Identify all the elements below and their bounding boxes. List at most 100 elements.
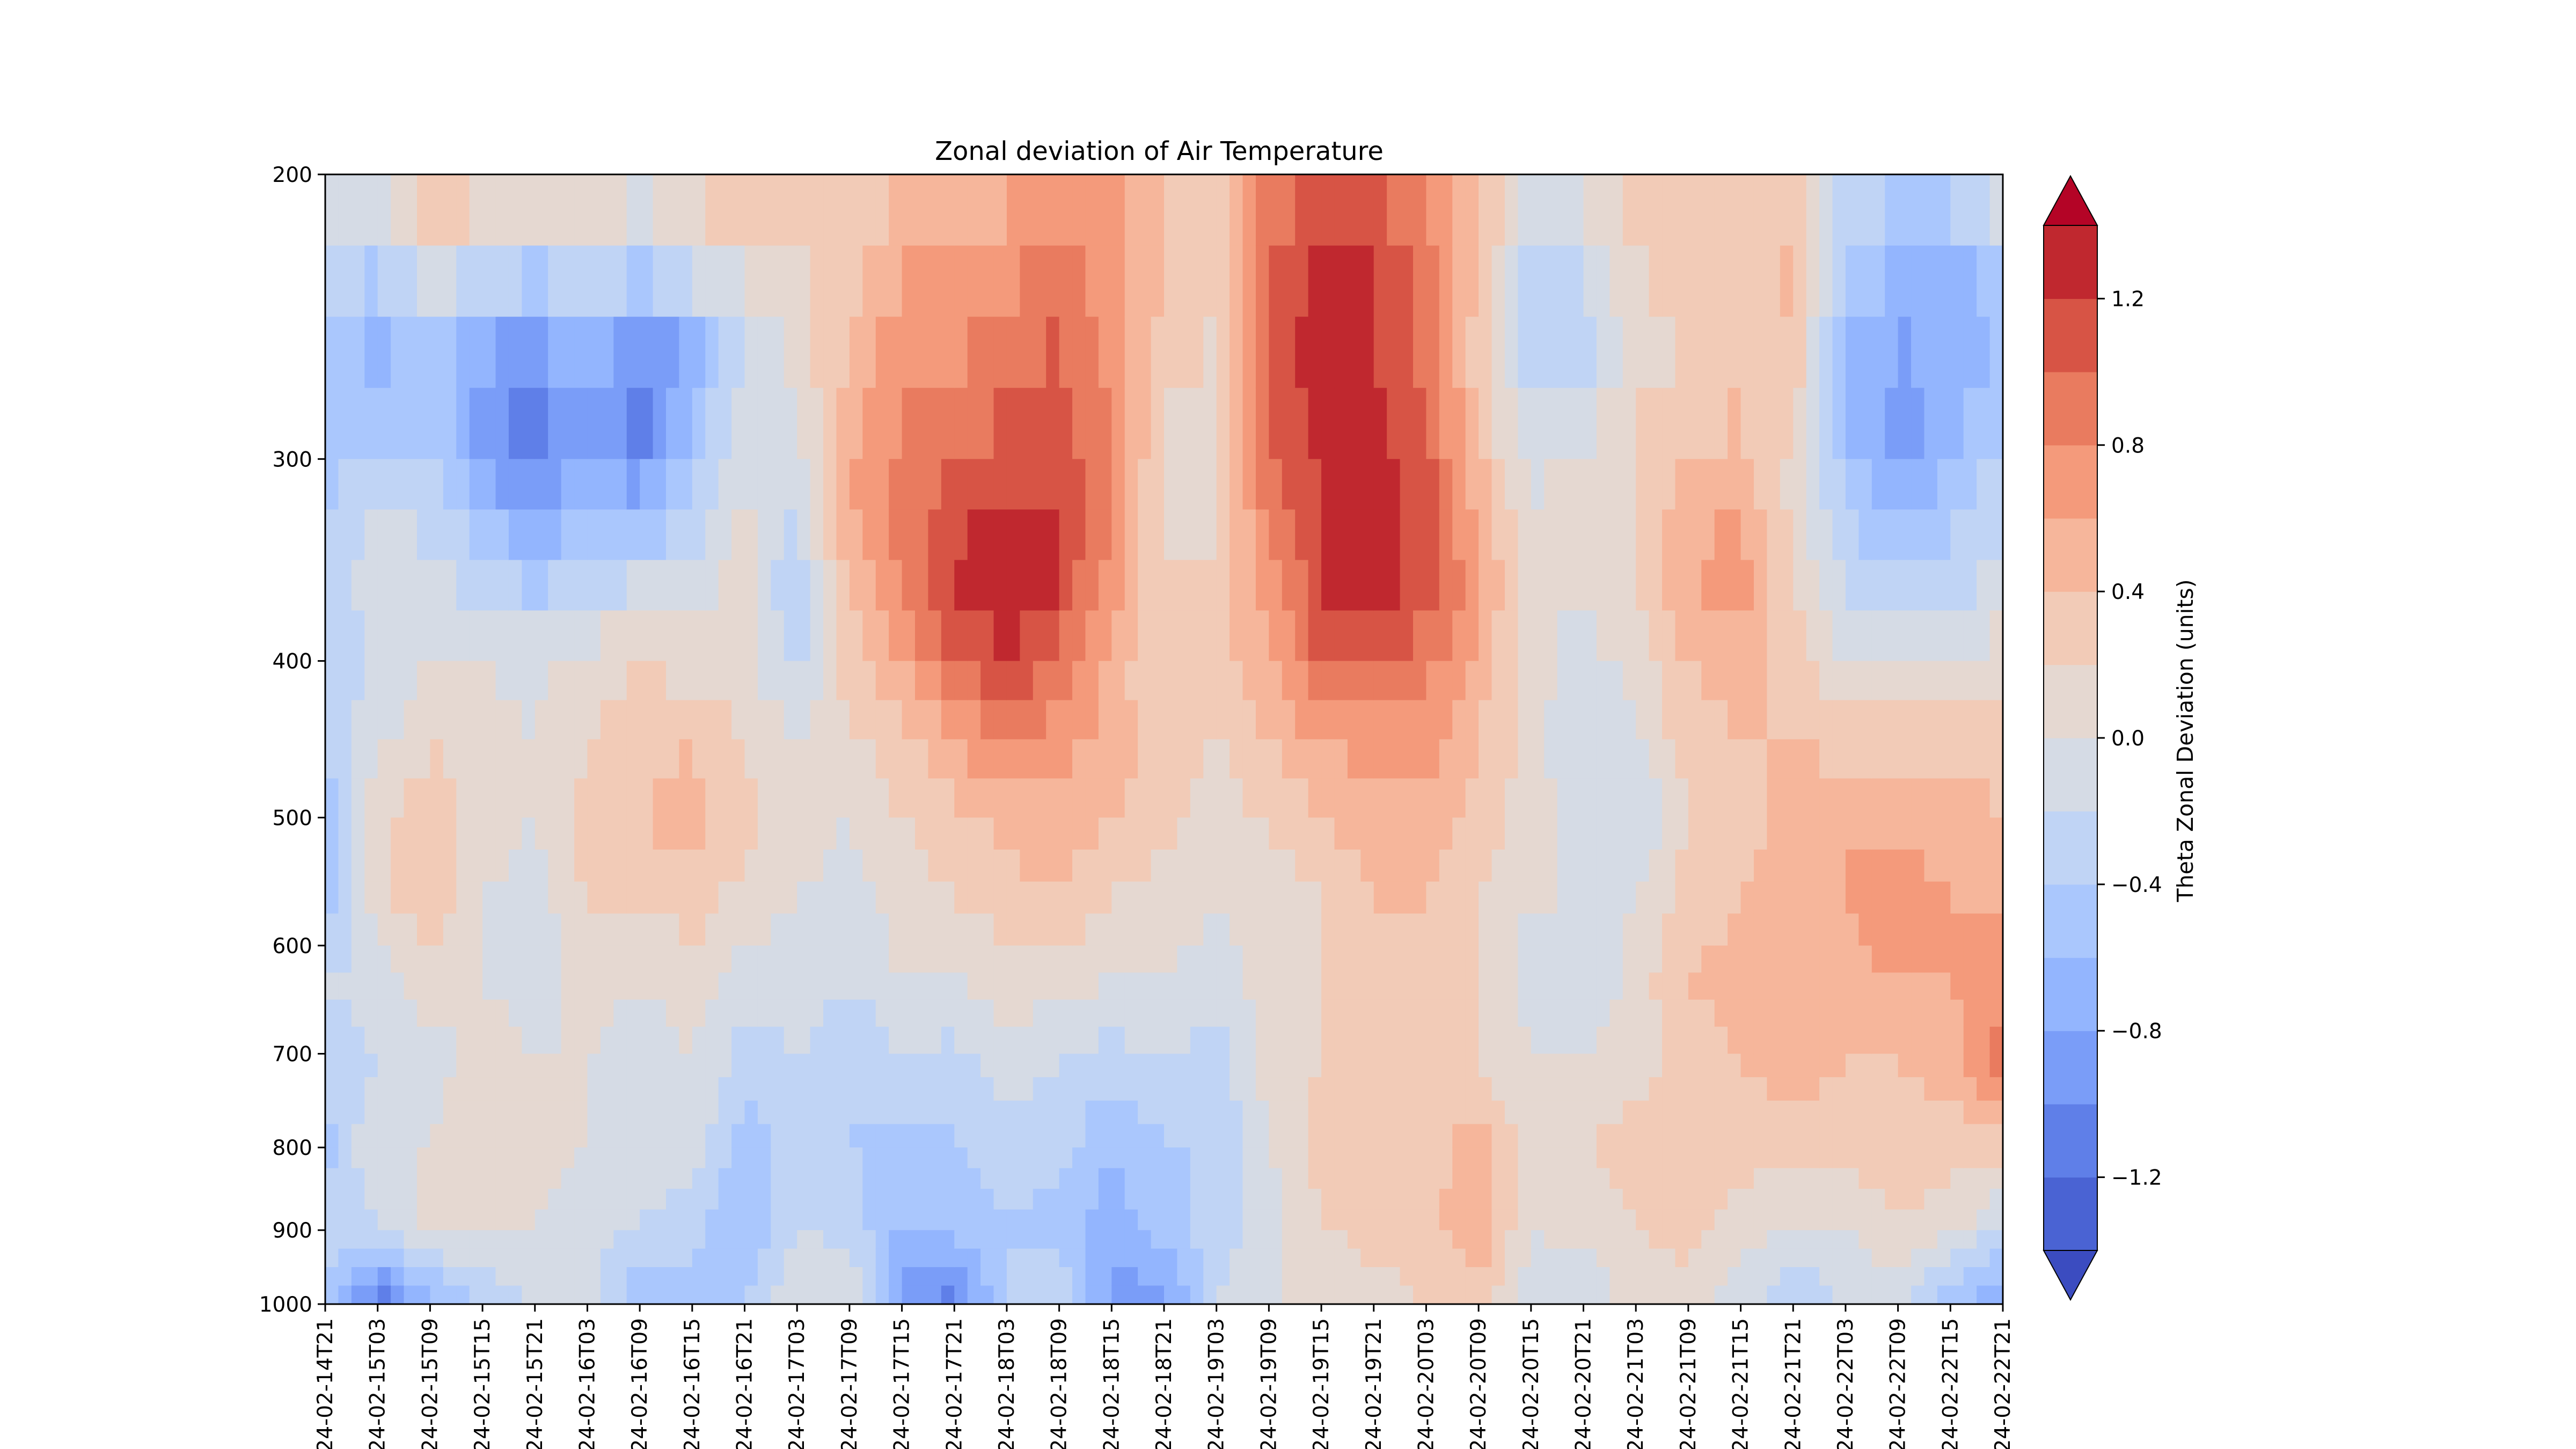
contour-cell [1295, 1248, 1309, 1268]
contour-cell [718, 245, 732, 317]
contour-cell [1124, 459, 1138, 510]
contour-cell [495, 1124, 509, 1148]
contour-cell [1688, 700, 1702, 740]
contour-cell [665, 560, 680, 611]
contour-cell [377, 610, 391, 662]
contour-cell [1413, 610, 1427, 662]
contour-cell [665, 1027, 680, 1055]
contour-cell [1033, 1124, 1046, 1148]
contour-cell [1544, 739, 1558, 779]
contour-cell [1085, 317, 1099, 389]
contour-cell [338, 387, 352, 460]
contour-cell [914, 1077, 929, 1101]
contour-cell [1845, 509, 1860, 561]
contour-cell [967, 1267, 981, 1286]
contour-cell [1596, 610, 1611, 662]
contour-cell [705, 459, 719, 510]
contour-cell [1242, 1189, 1256, 1210]
contour-cell [600, 1267, 614, 1286]
contour-cell [1557, 1230, 1571, 1249]
contour-cell [482, 913, 496, 946]
contour-cell [757, 1100, 772, 1125]
contour-cell [1832, 387, 1846, 460]
contour-cell [731, 317, 745, 389]
contour-cell [1387, 972, 1401, 1000]
contour-cell [377, 459, 391, 510]
contour-cell [1177, 972, 1191, 1000]
contour-cell [1387, 700, 1401, 740]
contour-cell [1098, 817, 1113, 850]
contour-cell [1858, 817, 1872, 850]
contour-cell [1400, 1147, 1414, 1169]
contour-cell [1203, 1209, 1217, 1231]
contour-cell [679, 459, 693, 510]
contour-cell [469, 739, 483, 779]
contour-cell [1190, 945, 1204, 974]
contour-cell [1203, 999, 1217, 1027]
colorbar-band [2044, 591, 2097, 665]
contour-cell [1242, 1100, 1256, 1125]
contour-cell [1583, 1147, 1597, 1169]
contour-cell [1373, 610, 1387, 662]
contour-cell [1609, 817, 1623, 850]
contour-cell [1557, 1209, 1571, 1231]
contour-cell [1373, 1230, 1387, 1249]
contour-cell [1282, 1053, 1296, 1078]
contour-cell [1242, 387, 1256, 460]
contour-cell [416, 778, 431, 818]
contour-cell [941, 739, 955, 779]
contour-cell [1295, 245, 1309, 317]
contour-cell [495, 1248, 509, 1268]
contour-cell [1714, 1077, 1728, 1101]
contour-cell [1360, 1209, 1374, 1231]
contour-cell [1308, 1189, 1322, 1210]
contour-cell [1570, 1168, 1584, 1189]
contour-cell [1767, 509, 1781, 561]
contour-cell [1911, 1077, 1925, 1101]
contour-cell [351, 387, 365, 460]
contour-cell [1269, 1100, 1283, 1125]
contour-cell [1491, 817, 1505, 850]
contour-cell [416, 245, 431, 317]
contour-cell [1531, 817, 1545, 850]
contour-cell [613, 1285, 627, 1305]
contour-cell [653, 1209, 667, 1231]
contour-cell [967, 1077, 981, 1101]
contour-cell [626, 1189, 640, 1210]
contour-cell [1701, 1230, 1715, 1249]
contour-cell [1033, 700, 1046, 740]
contour-cell [1413, 509, 1427, 561]
contour-cell [1138, 913, 1152, 946]
contour-cell [1950, 1027, 1964, 1055]
contour-cell [810, 509, 824, 561]
contour-cell [1177, 1248, 1191, 1268]
contour-cell [823, 1100, 837, 1125]
contour-cell [1111, 913, 1125, 946]
contour-cell [1728, 509, 1741, 561]
contour-cell [613, 509, 627, 561]
contour-cell [1780, 945, 1794, 974]
contour-cell [561, 1230, 575, 1249]
contour-cell [1203, 560, 1217, 611]
contour-cell [744, 881, 758, 914]
contour-cell [1452, 1100, 1466, 1125]
contour-cell [416, 317, 431, 389]
contour-cell [784, 850, 797, 882]
contour-cell [626, 1147, 640, 1169]
contour-cell [967, 1209, 981, 1231]
contour-cell [836, 245, 850, 317]
contour-cell [1989, 1027, 2003, 1055]
contour-cell [574, 1230, 588, 1249]
contour-cell [548, 739, 562, 779]
contour-cell [574, 459, 588, 510]
contour-cell [653, 913, 667, 946]
contour-cell [430, 1230, 444, 1249]
contour-cell [1426, 945, 1440, 974]
contour-cell [1046, 700, 1060, 740]
contour-cell [914, 1267, 929, 1286]
contour-cell [1255, 1285, 1270, 1305]
contour-cell [914, 560, 929, 611]
contour-cell [1098, 560, 1113, 611]
contour-cell [522, 661, 536, 701]
contour-cell [731, 1189, 745, 1210]
